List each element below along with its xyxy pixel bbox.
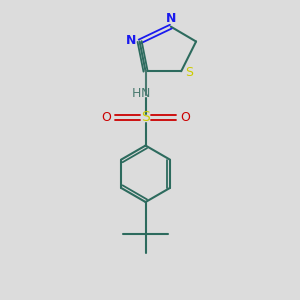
Text: H: H	[131, 87, 141, 100]
Text: O: O	[180, 111, 190, 124]
Text: S: S	[141, 110, 150, 124]
Text: N: N	[126, 34, 136, 46]
Text: O: O	[101, 111, 111, 124]
Text: S: S	[185, 66, 194, 79]
Text: N: N	[140, 87, 150, 100]
Text: N: N	[166, 12, 176, 25]
